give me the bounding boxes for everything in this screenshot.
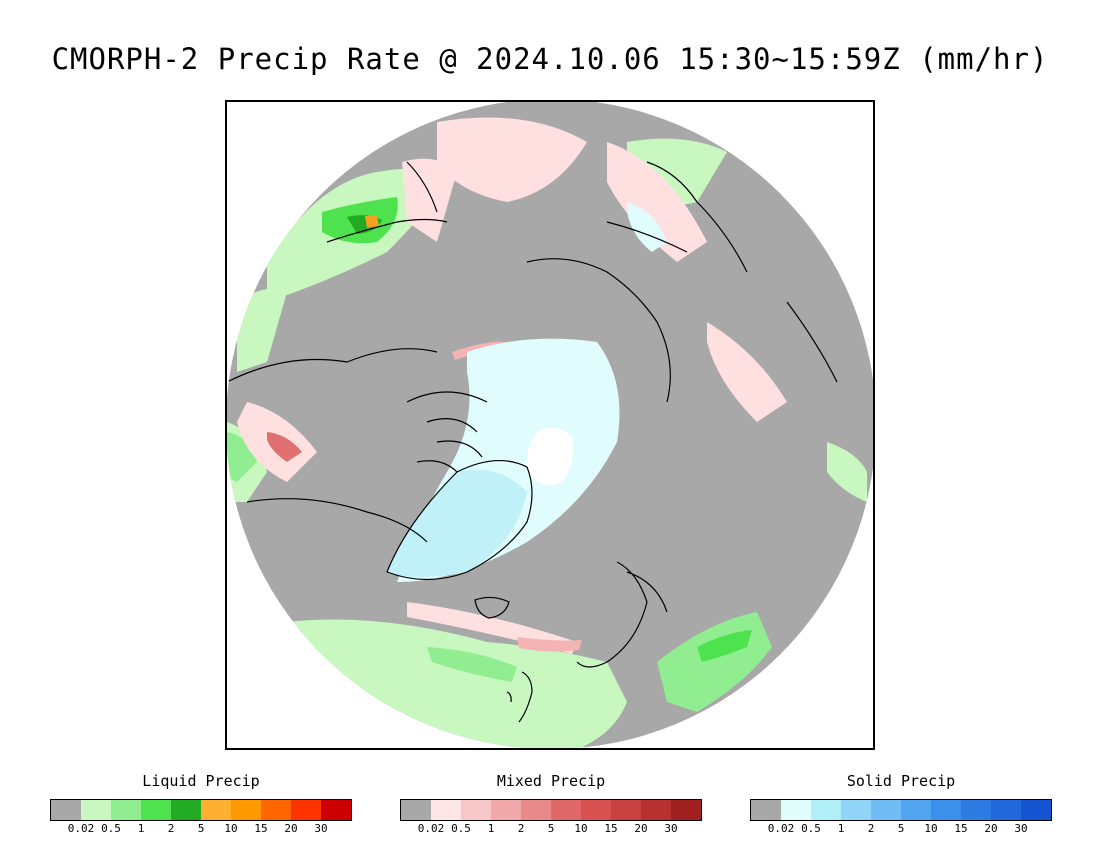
liquid-precip-tick-label: 20 bbox=[284, 822, 298, 835]
mixed-precip-tick-label: 1 bbox=[487, 822, 495, 835]
precip-map-canvas bbox=[227, 102, 873, 748]
liquid-precip-swatch-6 bbox=[231, 800, 261, 820]
solid-precip-swatch-5 bbox=[901, 800, 931, 820]
liquid-precip-tick-label: 1 bbox=[137, 822, 145, 835]
mixed-precip-tick-labels: 0.02 0.5 1 2 5 10 15 20 30 bbox=[400, 822, 702, 836]
mixed-precip-color-bar bbox=[400, 799, 702, 821]
liquid-precip-tick-labels: 0.02 0.5 1 2 5 10 15 20 30 bbox=[50, 822, 352, 836]
solid-precip-tick-labels: 0.02 0.5 1 2 5 10 15 20 30 bbox=[750, 822, 1052, 836]
mixed-precip-legend: Mixed Precip 0.02 0.5 1 2 5 10 15 20 30 bbox=[400, 772, 702, 838]
liquid-precip-tick-label: 10 bbox=[224, 822, 238, 835]
polar-map bbox=[225, 100, 875, 750]
solid-precip-tick-label: 1 bbox=[837, 822, 845, 835]
liquid-precip-tick-label: 30 bbox=[314, 822, 328, 835]
liquid-precip-swatch-7 bbox=[261, 800, 291, 820]
chart-title: CMORPH-2 Precip Rate @ 2024.10.06 15:30~… bbox=[51, 42, 1049, 76]
solid-precip-swatch-0 bbox=[751, 800, 781, 820]
liquid-precip-tick-label: 5 bbox=[197, 822, 205, 835]
scandinavia-coast bbox=[576, 561, 668, 668]
mixed-precip-swatch-8 bbox=[641, 800, 671, 820]
liquid-precip-swatch-1 bbox=[81, 800, 111, 820]
liquid-precip-legend-title: Liquid Precip bbox=[142, 772, 260, 790]
siberia-coast bbox=[526, 221, 688, 403]
mixed-precip-siberia-east bbox=[607, 142, 707, 262]
liquid-precip-swatch-5 bbox=[201, 800, 231, 820]
mixed-precip-swatch-3 bbox=[491, 800, 521, 820]
liquid-precip-bering bbox=[237, 288, 287, 372]
liquid-precip-tick-label: 15 bbox=[254, 822, 268, 835]
solid-precip-tick-label: 30 bbox=[1014, 822, 1028, 835]
liquid-precip-tick-label: 2 bbox=[167, 822, 175, 835]
solid-precip-tick-label: 0.02 bbox=[767, 822, 795, 835]
liquid-precip-swatch-2 bbox=[111, 800, 141, 820]
mixed-precip-alaska bbox=[402, 158, 457, 242]
solid-precip-tick-label: 10 bbox=[924, 822, 938, 835]
liquid-precip-color-bar bbox=[50, 799, 352, 821]
mixed-precip-tick-label: 5 bbox=[547, 822, 555, 835]
solid-precip-legend-title: Solid Precip bbox=[846, 772, 956, 790]
solid-precip-swatch-3 bbox=[841, 800, 871, 820]
mixed-precip-swatch-0 bbox=[401, 800, 431, 820]
liquid-precip-europe-core bbox=[697, 630, 752, 662]
precip-layer bbox=[227, 117, 867, 748]
liquid-precip-tick-label: 0.02 bbox=[67, 822, 95, 835]
solid-precip-color-bar bbox=[750, 799, 1052, 821]
liquid-precip-atlantic-band bbox=[427, 647, 517, 682]
solid-precip-greenland bbox=[387, 469, 527, 577]
solid-precip-tick-label: 2 bbox=[867, 822, 875, 835]
solid-precip-tick-label: 15 bbox=[954, 822, 968, 835]
asia-east-coast bbox=[646, 161, 838, 383]
mixed-precip-tick-label: 15 bbox=[604, 822, 618, 835]
mixed-precip-tick-label: 10 bbox=[574, 822, 588, 835]
solid-precip-swatch-1 bbox=[781, 800, 811, 820]
solid-precip-legend: Solid Precip 0.02 0.5 1 2 5 10 15 20 30 bbox=[750, 772, 1052, 838]
mixed-precip-tick-label: 0.02 bbox=[417, 822, 445, 835]
solid-precip-swatch-9 bbox=[1021, 800, 1051, 820]
mixed-precip-central-siberia bbox=[707, 322, 787, 422]
liquid-precip-east-edge bbox=[827, 442, 867, 502]
mixed-precip-tick-label: 30 bbox=[664, 822, 678, 835]
north-america-coast bbox=[227, 348, 438, 543]
liquid-precip-west-edge bbox=[227, 432, 257, 482]
greenland-coast bbox=[386, 459, 533, 581]
mixed-precip-norway-sea bbox=[517, 637, 582, 652]
mixed-precip-swatch-2 bbox=[461, 800, 491, 820]
solid-precip-tick-label: 20 bbox=[984, 822, 998, 835]
iceland-coast bbox=[474, 596, 510, 619]
mixed-precip-swatch-7 bbox=[611, 800, 641, 820]
canadian-archipelago bbox=[406, 391, 488, 473]
british-isles bbox=[506, 671, 533, 723]
liquid-precip-swatch-0 bbox=[51, 800, 81, 820]
mixed-precip-siberia bbox=[437, 117, 587, 202]
liquid-precip-swatch-4 bbox=[171, 800, 201, 820]
coastlines bbox=[227, 161, 838, 723]
solid-precip-swatch-2 bbox=[811, 800, 841, 820]
liquid-precip-alaska-peak bbox=[365, 216, 379, 228]
mixed-precip-legend-title: Mixed Precip bbox=[496, 772, 606, 790]
mixed-precip-swatch-4 bbox=[521, 800, 551, 820]
solid-precip-swatch-8 bbox=[991, 800, 1021, 820]
alaska-coast bbox=[326, 161, 448, 243]
liquid-precip-tick-label: 0.5 bbox=[101, 822, 121, 835]
mixed-precip-swatch-6 bbox=[581, 800, 611, 820]
mixed-precip-tick-label: 20 bbox=[634, 822, 648, 835]
mixed-precip-pacific-west-core bbox=[267, 432, 302, 462]
solid-precip-swatch-6 bbox=[931, 800, 961, 820]
solid-precip-swatch-7 bbox=[961, 800, 991, 820]
solid-precip-swatch-4 bbox=[871, 800, 901, 820]
mixed-precip-swatch-9 bbox=[671, 800, 701, 820]
mixed-precip-swatch-5 bbox=[551, 800, 581, 820]
solid-precip-tick-label: 5 bbox=[897, 822, 905, 835]
liquid-precip-swatch-3 bbox=[141, 800, 171, 820]
mixed-precip-tick-label: 0.5 bbox=[451, 822, 471, 835]
liquid-precip-legend: Liquid Precip 0.02 0.5 1 2 5 10 15 20 30 bbox=[50, 772, 352, 838]
mixed-precip-swatch-1 bbox=[431, 800, 461, 820]
snow-cover-pole bbox=[526, 428, 574, 486]
solid-precip-ne-asia bbox=[627, 202, 667, 252]
solid-precip-tick-label: 0.5 bbox=[801, 822, 821, 835]
mixed-precip-tick-label: 2 bbox=[517, 822, 525, 835]
liquid-precip-swatch-8 bbox=[291, 800, 321, 820]
liquid-precip-swatch-9 bbox=[321, 800, 351, 820]
